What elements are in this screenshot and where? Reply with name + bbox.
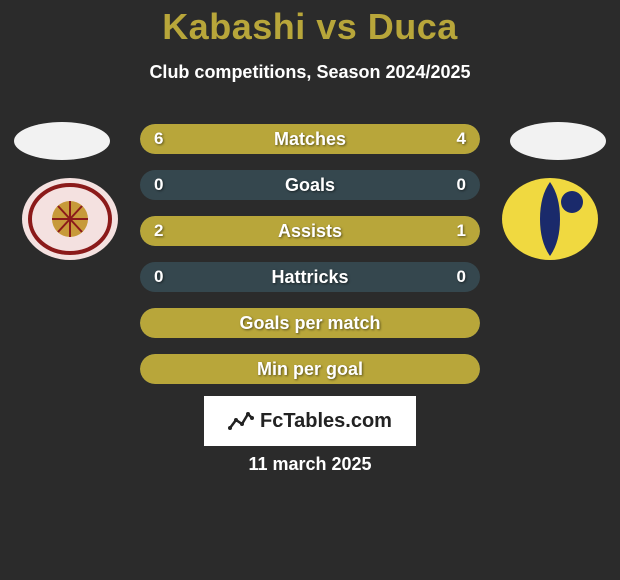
club-badge-left	[20, 176, 120, 262]
stat-row: Hattricks 0 0	[140, 262, 480, 292]
brand-box[interactable]: FcTables.com	[204, 396, 416, 446]
stats-bars: Matches64Goals00Assists21Hattricks00Goal…	[140, 124, 480, 400]
chart-icon	[228, 410, 254, 432]
stat-label: Hattricks	[271, 267, 348, 288]
stat-value-right: 0	[457, 175, 466, 195]
stat-row: Goals per match	[140, 308, 480, 338]
stat-value-right: 0	[457, 267, 466, 287]
date-text: 11 march 2025	[0, 454, 620, 475]
brand-text: FcTables.com	[260, 410, 392, 433]
club-badge-right	[500, 176, 600, 262]
player-right-silhouette	[510, 122, 606, 160]
player-left-silhouette	[14, 122, 110, 160]
stat-row: Assists 2 1	[140, 216, 480, 246]
stat-label: Goals	[285, 175, 335, 196]
stat-value-left: 0	[154, 267, 163, 287]
stat-value-right: 1	[457, 221, 466, 241]
stat-value-right: 4	[457, 129, 466, 149]
stat-row: Min per goal	[140, 354, 480, 384]
stat-label: Min per goal	[257, 359, 363, 380]
stat-row: Goals 0 0	[140, 170, 480, 200]
page-title: Kabashi vs Duca	[0, 6, 620, 48]
stat-row: Matches 6 4	[140, 124, 480, 154]
stat-label: Assists	[278, 221, 342, 242]
reggiana-badge-icon	[20, 176, 120, 262]
stat-label: Goals per match	[239, 313, 380, 334]
stat-value-left: 0	[154, 175, 163, 195]
stat-label: Matches	[274, 129, 346, 150]
subtitle: Club competitions, Season 2024/2025	[0, 62, 620, 83]
stat-value-left: 6	[154, 129, 163, 149]
stat-value-left: 2	[154, 221, 163, 241]
modena-badge-icon	[500, 176, 600, 262]
